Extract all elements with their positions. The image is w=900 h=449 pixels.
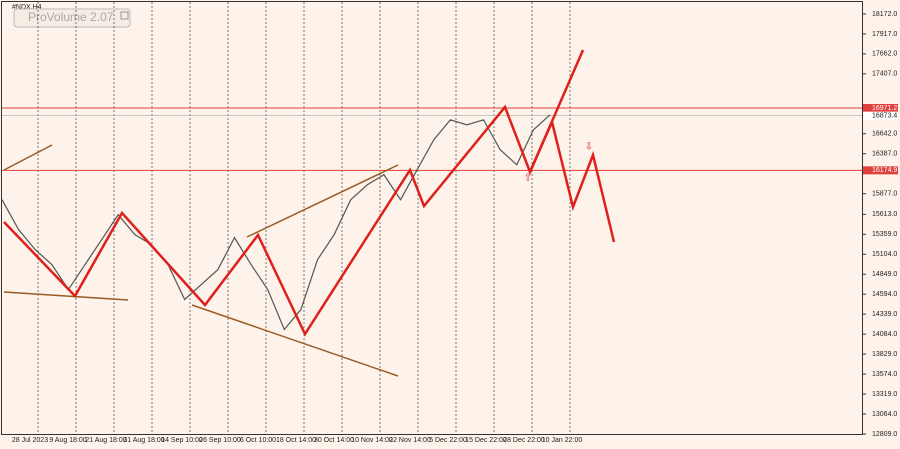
x-tick-label: 28 Dec 22:00 — [503, 437, 545, 444]
symbol-title: #NDX,H4 — [12, 4, 42, 11]
wave-line — [3, 104, 616, 337]
y-tick-label: 14084.0 — [872, 331, 897, 338]
trend-line — [3, 291, 129, 301]
trend-line — [246, 164, 399, 238]
x-tick-label: 9 Aug 18:00 — [49, 437, 86, 444]
y-tick-label: 13574.0 — [872, 371, 897, 378]
y-tick-label: 16642.0 — [872, 131, 897, 138]
y-tick-label: 16387.0 — [872, 151, 897, 158]
y-tick-label: 17407.0 — [872, 71, 897, 78]
wave-line — [528, 49, 585, 173]
y-tick-label: 13829.0 — [872, 351, 897, 358]
x-tick-label: 21 Aug 18:00 — [85, 437, 126, 444]
level-label: 16174.9 — [872, 167, 897, 174]
trend-line — [3, 144, 53, 171]
x-tick-label: 22 Nov 14:00 — [389, 437, 431, 444]
y-tick-label: 18172.0 — [872, 11, 897, 18]
indicator-box[interactable] — [13, 8, 131, 28]
current-price-bg — [863, 111, 898, 120]
level-label-bg — [863, 103, 898, 112]
y-tick-label: 12809.0 — [872, 431, 897, 438]
y-tick-label: 15613.0 — [872, 211, 897, 218]
y-tick-label: 13064.0 — [872, 411, 897, 418]
x-tick-label: 18 Oct 14:00 — [276, 437, 316, 444]
x-tick-label: 28 Jul 2023 — [12, 437, 48, 444]
y-tick-label: 15104.0 — [872, 251, 897, 258]
x-tick-label: 31 Aug 18:00 — [123, 437, 164, 444]
y-tick-label: 14339.0 — [872, 311, 897, 318]
trend-line — [191, 304, 399, 377]
drawings: ⇧ ⇩ — [3, 49, 616, 377]
current-price-label: 16873.4 — [872, 112, 897, 119]
x-tick-label: 30 Oct 14:00 — [314, 437, 354, 444]
y-tick-label: 17917.0 — [872, 31, 897, 38]
x-tick-label: 15 Dec 22:00 — [465, 437, 507, 444]
price-line — [1, 114, 551, 331]
indicator-label: ProVolume 2.07 — [28, 10, 114, 24]
y-tick-label: 15359.0 — [872, 231, 897, 238]
x-tick-label: 5 Dec 22:00 — [429, 437, 467, 444]
arrow-up: ⇧ — [524, 173, 532, 184]
x-tick-label: 26 Sep 10:00 — [199, 437, 241, 444]
y-tick-label: 17662.0 — [872, 51, 897, 58]
indicator-close[interactable] — [120, 11, 129, 20]
y-tick-label: 13319.0 — [872, 391, 897, 398]
plot-frame — [1, 1, 863, 435]
level-label: 16971.2 — [872, 105, 897, 112]
y-tick-label: 15877.0 — [872, 191, 897, 198]
x-tick-label: 10 Jan 22:00 — [542, 437, 583, 444]
y-tick-label: 14594.0 — [872, 291, 897, 298]
x-tick-label: 10 Nov 14:00 — [351, 437, 393, 444]
x-tick-label: 6 Oct 10:00 — [240, 437, 276, 444]
level-label-bg — [863, 166, 898, 175]
arrow-down: ⇩ — [585, 142, 593, 153]
y-tick-label: 14849.0 — [872, 271, 897, 278]
x-tick-label: 14 Sep 10:00 — [161, 437, 203, 444]
